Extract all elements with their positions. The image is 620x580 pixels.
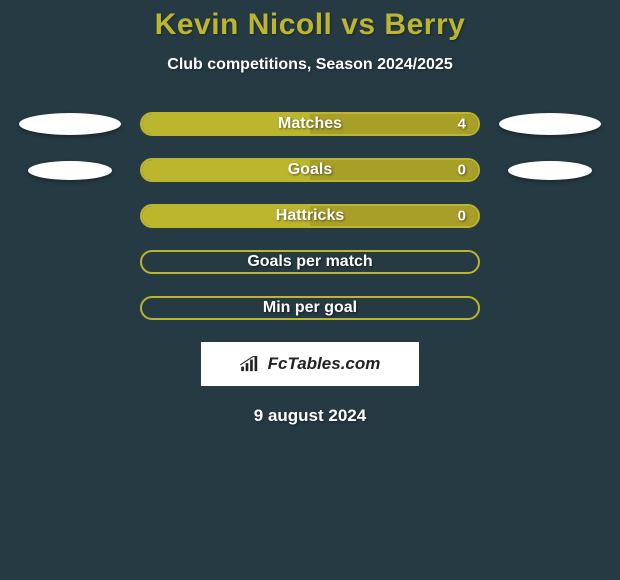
left-ellipse-slot	[10, 113, 130, 135]
logo-box: FcTables.com	[201, 342, 419, 386]
bar-fill-left	[142, 160, 310, 180]
stat-label: Min per goal	[263, 299, 357, 317]
stat-label: Goals per match	[247, 253, 372, 271]
stat-label: Hattricks	[276, 207, 344, 225]
page-title: Kevin Nicoll vs Berry	[0, 8, 620, 42]
stat-bar: Min per goal	[140, 296, 480, 320]
stat-label: Matches	[278, 115, 342, 133]
barchart-icon	[240, 356, 262, 372]
stat-bar: Goals per match	[140, 250, 480, 274]
comparison-card: Kevin Nicoll vs Berry Club competitions,…	[0, 0, 620, 580]
stat-row: Goals per match	[0, 250, 620, 274]
stat-row: Goals 0	[0, 158, 620, 182]
left-ellipse	[19, 113, 121, 135]
date-label: 9 august 2024	[0, 406, 620, 426]
stat-bar: Goals 0	[140, 158, 480, 182]
stat-row: Matches 4	[0, 112, 620, 136]
right-ellipse	[499, 113, 601, 135]
right-ellipse-slot	[490, 113, 610, 135]
stat-row: Min per goal	[0, 296, 620, 320]
stat-row: Hattricks 0	[0, 204, 620, 228]
stat-label: Goals	[288, 161, 332, 179]
stat-bar: Matches 4	[140, 112, 480, 136]
stat-bar: Hattricks 0	[140, 204, 480, 228]
stat-value-right: 4	[458, 116, 466, 133]
stat-value-right: 0	[458, 208, 466, 225]
stat-value-right: 0	[458, 162, 466, 179]
left-ellipse-slot	[10, 161, 130, 180]
right-ellipse	[508, 161, 592, 180]
left-ellipse	[28, 161, 112, 180]
logo-text: FcTables.com	[268, 354, 381, 374]
subtitle: Club competitions, Season 2024/2025	[0, 56, 620, 74]
stat-rows: Matches 4 Goals 0 Hattricks 0 Goals per match M…	[0, 112, 620, 320]
right-ellipse-slot	[490, 161, 610, 180]
bar-fill-right	[310, 160, 478, 180]
